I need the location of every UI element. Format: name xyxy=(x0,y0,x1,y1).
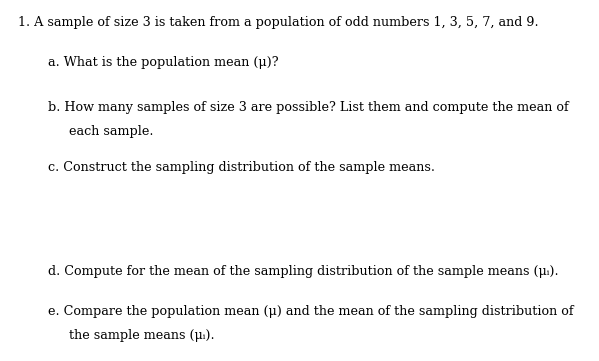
Text: c. Construct the sampling distribution of the sample means.: c. Construct the sampling distribution o… xyxy=(48,161,435,174)
Text: a. What is the population mean (μ)?: a. What is the population mean (μ)? xyxy=(48,56,279,69)
Text: d. Compute for the mean of the sampling distribution of the sample means (μᵢ).: d. Compute for the mean of the sampling … xyxy=(48,265,558,278)
Text: each sample.: each sample. xyxy=(69,125,153,138)
Text: 1. A sample of size 3 is taken from a population of odd numbers 1, 3, 5, 7, and : 1. A sample of size 3 is taken from a po… xyxy=(18,16,539,29)
Text: e. Compare the population mean (μ) and the mean of the sampling distribution of: e. Compare the population mean (μ) and t… xyxy=(48,305,574,318)
Text: b. How many samples of size 3 are possible? List them and compute the mean of: b. How many samples of size 3 are possib… xyxy=(48,101,568,114)
Text: the sample means (μᵢ).: the sample means (μᵢ). xyxy=(69,329,214,342)
